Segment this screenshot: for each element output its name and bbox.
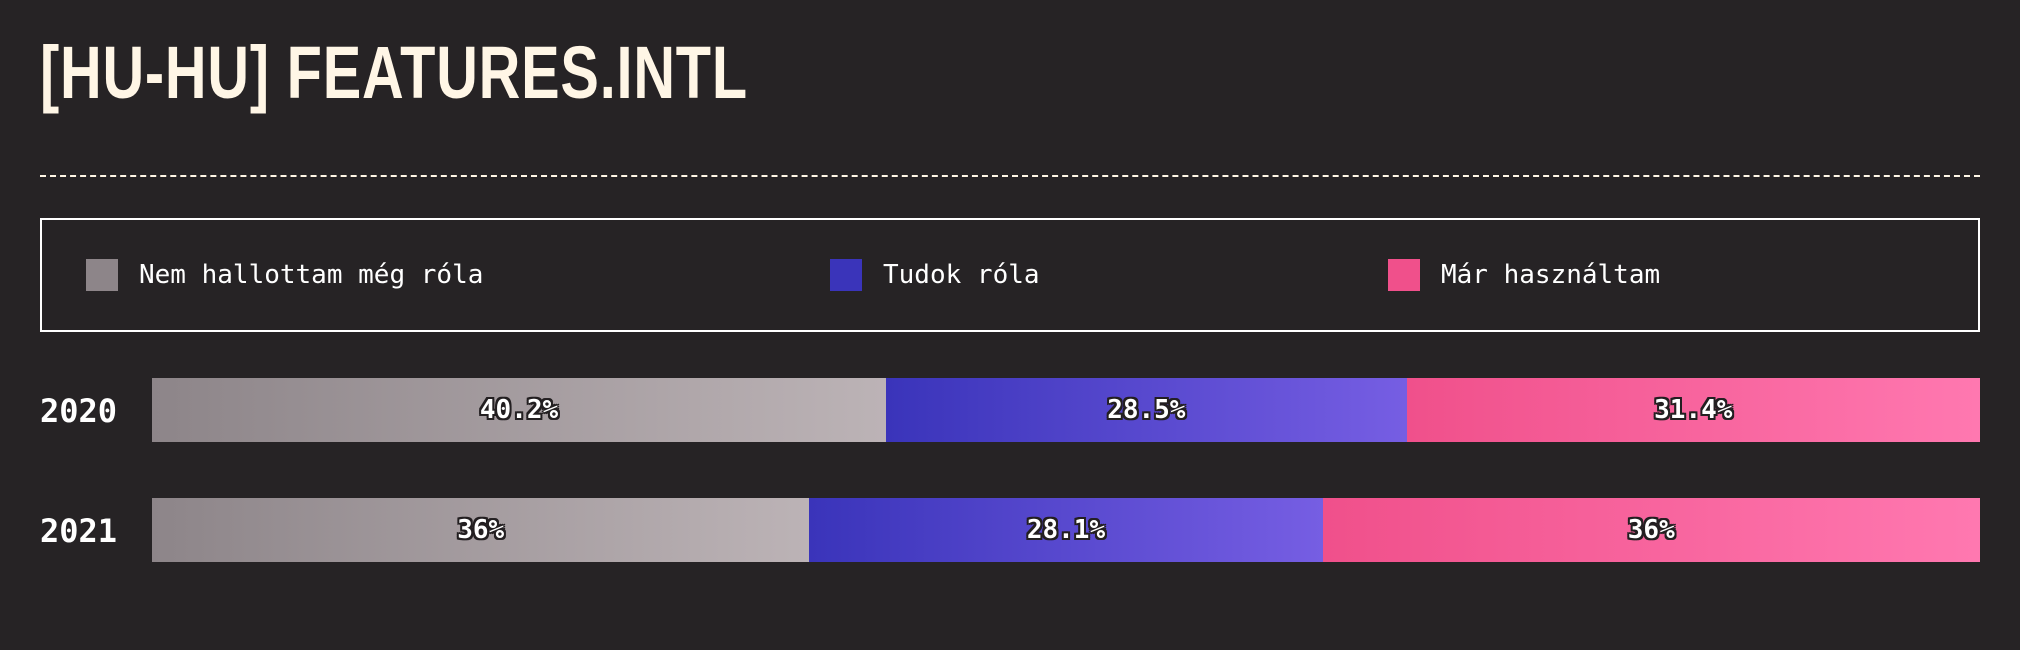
bar-row-2020: 40.2% 28.5% 31.4% [152, 378, 1980, 442]
bar-segment-know-about-2020[interactable]: 28.5% [886, 378, 1407, 442]
bar-segment-used-2020[interactable]: 31.4% [1406, 378, 1980, 442]
legend: Nem hallottam még róla Tudok róla Már ha… [40, 218, 1980, 332]
legend-label-know-about: Tudok róla [883, 260, 1040, 290]
bar-row-2021: 36% 28.1% 36% [152, 498, 1980, 562]
legend-swatch-used [1388, 259, 1420, 291]
legend-swatch-know-about [830, 259, 862, 291]
legend-label-never-heard: Nem hallottam még róla [139, 260, 484, 290]
row-label-2021: 2021 [40, 512, 118, 550]
row-label-2020: 2020 [40, 392, 118, 430]
legend-label-used: Már használtam [1441, 260, 1661, 290]
bar-segment-never-heard-2020[interactable]: 40.2% [152, 378, 887, 442]
data-label-know-about-2021: 28.1% [1026, 515, 1106, 545]
chart-title: [HU-HU] FEATURES.INTL [40, 31, 748, 114]
data-label-never-heard-2020: 40.2% [479, 395, 559, 425]
title-divider [40, 175, 1980, 177]
data-label-used-2021: 36% [1627, 515, 1675, 545]
bar-segment-never-heard-2021[interactable]: 36% [152, 498, 810, 562]
legend-item-never-heard[interactable]: Nem hallottam még róla [86, 258, 483, 292]
legend-item-used[interactable]: Már használtam [1388, 258, 1660, 292]
data-label-used-2020: 31.4% [1654, 395, 1733, 425]
bar-segment-know-about-2021[interactable]: 28.1% [809, 498, 1323, 562]
data-label-know-about-2020: 28.5% [1107, 395, 1186, 425]
legend-item-know-about[interactable]: Tudok róla [830, 258, 1040, 292]
bar-segment-used-2021[interactable]: 36% [1322, 498, 1980, 562]
legend-swatch-never-heard [86, 259, 118, 291]
data-label-never-heard-2021: 36% [457, 515, 505, 545]
